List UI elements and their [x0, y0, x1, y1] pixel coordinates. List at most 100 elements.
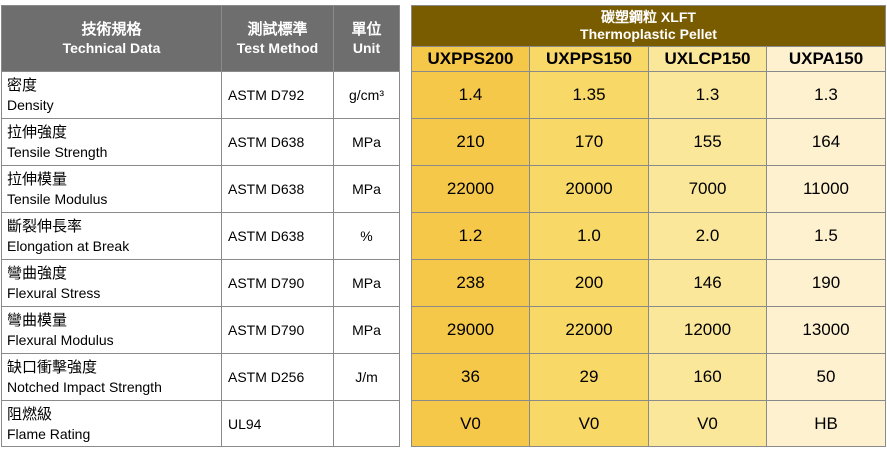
value-cell: 1.4: [411, 71, 530, 119]
value-cell: V0: [529, 400, 649, 447]
value-row: 1.2 1.0 2.0 1.5: [411, 212, 886, 260]
property-cell: 密度 Density: [1, 71, 222, 119]
property-cell: 拉伸強度 Tensile Strength: [1, 118, 222, 166]
value-cell: 1.35: [529, 71, 649, 119]
value-cell: 29: [529, 353, 649, 401]
value-cell: 164: [766, 118, 886, 166]
unit-cell: J/m: [333, 353, 400, 401]
property-name-en: Tensile Strength: [7, 144, 108, 160]
value-cell: 160: [648, 353, 767, 401]
value-cell: V0: [411, 400, 530, 447]
value-cell: 22000: [411, 165, 530, 213]
value-cell: 12000: [648, 306, 767, 354]
test-method-header: 測試標準 Test Method: [221, 5, 334, 72]
unit-header-en: Unit: [352, 39, 381, 56]
value-cell: 200: [529, 259, 649, 307]
value-cell: 1.0: [529, 212, 649, 260]
value-cell: 1.2: [411, 212, 530, 260]
value-cell: 20000: [529, 165, 649, 213]
unit-cell: %: [333, 212, 400, 260]
test-method-cell: ASTM D638: [221, 212, 334, 260]
value-cell: 146: [648, 259, 767, 307]
property-name-zh: 彎曲強度: [7, 265, 68, 282]
column-separator: [400, 5, 411, 445]
value-cell: 2.0: [648, 212, 767, 260]
value-row: 1.4 1.35 1.3 1.3: [411, 71, 886, 119]
value-row: 238 200 146 190: [411, 259, 886, 307]
property-cell: 彎曲強度 Flexural Stress: [1, 259, 222, 307]
property-name-en: Density: [7, 97, 54, 113]
property-name-zh: 阻燃級: [7, 405, 53, 423]
value-cell: 1.3: [766, 71, 886, 119]
product-header: UXLCP150: [648, 46, 767, 72]
unit-cell: [333, 400, 400, 447]
test-method-header-en: Test Method: [236, 39, 319, 56]
value-row: 210 170 155 164: [411, 118, 886, 166]
unit-cell: MPa: [333, 259, 400, 307]
test-method-cell: ASTM D792: [221, 71, 334, 119]
unit-cell: MPa: [333, 165, 400, 213]
property-name-zh: 斷裂伸長率: [7, 218, 83, 235]
table-row: 密度 Density ASTM D792 g/cm³: [1, 71, 400, 119]
test-method-header-zh: 測試標準: [247, 20, 308, 38]
unit-header: 單位 Unit: [333, 5, 400, 72]
value-cell: 155: [648, 118, 767, 166]
property-name-en: Flexural Stress: [7, 285, 101, 301]
table-row: 彎曲強度 Flexural Stress ASTM D790 MPa: [1, 259, 400, 307]
table-row: 拉伸強度 Tensile Strength ASTM D638 MPa: [1, 118, 400, 166]
value-cell: 36: [411, 353, 530, 401]
table-row: 阻燃級 Flame Rating UL94: [1, 400, 400, 447]
value-cell: 190: [766, 259, 886, 307]
test-method-cell: UL94: [221, 400, 334, 447]
table-row: 缺口衝擊強度 Notched Impact Strength ASTM D256 …: [1, 353, 400, 401]
value-cell: V0: [648, 400, 767, 447]
property-cell: 彎曲模量 Flexural Modulus: [1, 306, 222, 354]
table-row: 斷裂伸長率 Elongation at Break ASTM D638 %: [1, 212, 400, 260]
property-cell: 拉伸模量 Tensile Modulus: [1, 165, 222, 213]
technical-data-header-en: Technical Data: [62, 39, 161, 56]
value-row: 36 29 160 50: [411, 353, 886, 401]
value-cell: 1.5: [766, 212, 886, 260]
property-name-zh: 拉伸強度: [7, 124, 68, 141]
property-name-en: Tensile Modulus: [7, 191, 108, 207]
technical-data-header: 技術規格 Technical Data: [1, 5, 222, 72]
value-cell: 29000: [411, 306, 530, 354]
property-name-en: Flexural Modulus: [7, 332, 114, 348]
value-cell: 210: [411, 118, 530, 166]
test-method-cell: ASTM D256: [221, 353, 334, 401]
property-cell: 缺口衝擊強度 Notched Impact Strength: [1, 353, 222, 401]
unit-cell: g/cm³: [333, 71, 400, 119]
property-name-zh: 彎曲模量: [7, 312, 68, 329]
property-cell: 阻燃級 Flame Rating: [1, 400, 222, 447]
test-method-cell: ASTM D638: [221, 118, 334, 166]
unit-cell: MPa: [333, 306, 400, 354]
table-row: 拉伸模量 Tensile Modulus ASTM D638 MPa: [1, 165, 400, 213]
product-header: UXPPS150: [529, 46, 649, 72]
value-cell: 170: [529, 118, 649, 166]
value-cell: 50: [766, 353, 886, 401]
value-cell: 22000: [529, 306, 649, 354]
product-header: UXPA150: [766, 46, 886, 72]
property-name-en: Elongation at Break: [7, 238, 130, 254]
property-cell: 斷裂伸長率 Elongation at Break: [1, 212, 222, 260]
technical-data-header-zh: 技術規格: [81, 20, 142, 38]
product-group-title-zh: 碳塑鋼粒 XLFT: [601, 9, 696, 25]
value-row: V0 V0 V0 HB: [411, 400, 886, 447]
property-name-en: Flame Rating: [7, 425, 91, 442]
value-cell: 238: [411, 259, 530, 307]
value-row: 29000 22000 12000 13000: [411, 306, 886, 354]
unit-header-zh: 單位: [351, 20, 382, 38]
value-cell: 7000: [648, 165, 767, 213]
value-cell: HB: [766, 400, 886, 447]
product-values-table: 碳塑鋼粒 XLFT Thermoplastic Pellet UXPPS200 …: [411, 5, 886, 447]
value-cell: 13000: [766, 306, 886, 354]
property-name-zh: 缺口衝擊強度: [7, 359, 98, 376]
value-row: 22000 20000 7000 11000: [411, 165, 886, 213]
property-name-zh: 密度: [7, 77, 38, 94]
spec-label-table: 技術規格 Technical Data 測試標準 Test Method 單位 …: [1, 5, 400, 447]
product-header: UXPPS200: [411, 46, 530, 72]
property-name-zh: 拉伸模量: [7, 171, 68, 188]
product-group-title-en: Thermoplastic Pellet: [580, 26, 717, 42]
table-row: 彎曲模量 Flexural Modulus ASTM D790 MPa: [1, 306, 400, 354]
unit-cell: MPa: [333, 118, 400, 166]
